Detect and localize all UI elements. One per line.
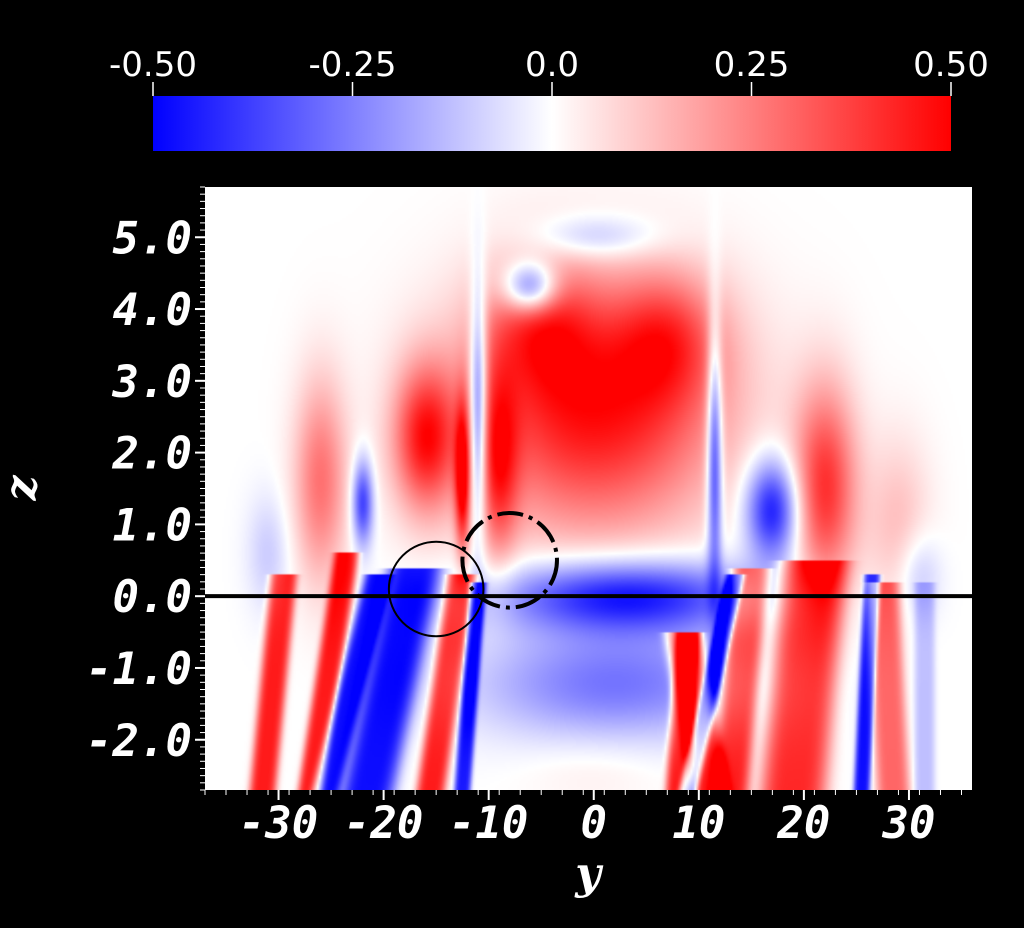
x-tick-label: -10 <box>449 798 528 849</box>
x-tick-label: -20 <box>344 798 423 849</box>
y-tick-label: 4.0 <box>113 285 192 336</box>
x-tick-label: 10 <box>672 798 725 849</box>
annotations <box>205 511 972 638</box>
y-tick-label: -1.0 <box>86 644 192 695</box>
y-tick-label: -2.0 <box>86 716 192 767</box>
y-axis: 5.0 4.0 3.0 2.0 1.0 0.0 -1.0 -2.0 <box>86 186 205 791</box>
x-axis-label: y <box>574 848 604 899</box>
dashed-circle <box>460 511 559 610</box>
y-axis-label: z <box>0 475 47 502</box>
colorbar-tick-label: 0.25 <box>714 45 790 85</box>
colorbar-ticks: -0.50 -0.25 0.0 0.25 0.50 <box>109 45 989 96</box>
solid-circle <box>387 540 485 638</box>
x-axis: -30 -20 -10 0 10 20 30 <box>204 790 962 849</box>
colorbar-tick-label: 0.0 <box>525 45 579 85</box>
plot-area <box>205 187 972 790</box>
y-tick-label: 2.0 <box>112 429 192 480</box>
heatmap-field <box>205 187 972 790</box>
y-tick-label: 0.0 <box>113 572 192 623</box>
x-tick-label: 30 <box>881 798 935 849</box>
x-tick-label: 0 <box>581 798 608 849</box>
y-tick-label: 1.0 <box>113 500 192 551</box>
colorbar: -0.50 -0.25 0.0 0.25 0.50 <box>109 45 989 151</box>
x-tick-label: 20 <box>776 798 830 849</box>
colorbar-gradient <box>153 96 951 151</box>
colorbar-tick-label: -0.50 <box>109 45 197 85</box>
colorbar-tick-label: 0.50 <box>913 45 989 85</box>
colorbar-tick-label: -0.25 <box>309 45 397 85</box>
y-tick-label: 5.0 <box>113 213 192 264</box>
x-tick-label: -30 <box>239 798 318 849</box>
y-tick-label: 3.0 <box>112 357 192 408</box>
